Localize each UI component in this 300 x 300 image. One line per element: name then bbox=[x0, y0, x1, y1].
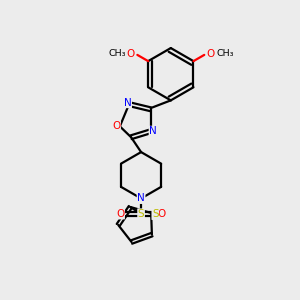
Text: N: N bbox=[124, 98, 131, 108]
Text: CH₃: CH₃ bbox=[216, 49, 233, 58]
Text: CH₃: CH₃ bbox=[108, 49, 126, 58]
Text: N: N bbox=[149, 126, 157, 136]
Text: N: N bbox=[137, 194, 145, 203]
Text: O: O bbox=[158, 209, 166, 219]
Text: S: S bbox=[152, 209, 159, 219]
Text: O: O bbox=[207, 49, 215, 59]
Text: O: O bbox=[116, 209, 124, 219]
Text: O: O bbox=[112, 122, 120, 131]
Text: O: O bbox=[127, 49, 135, 59]
Text: S: S bbox=[138, 209, 144, 219]
